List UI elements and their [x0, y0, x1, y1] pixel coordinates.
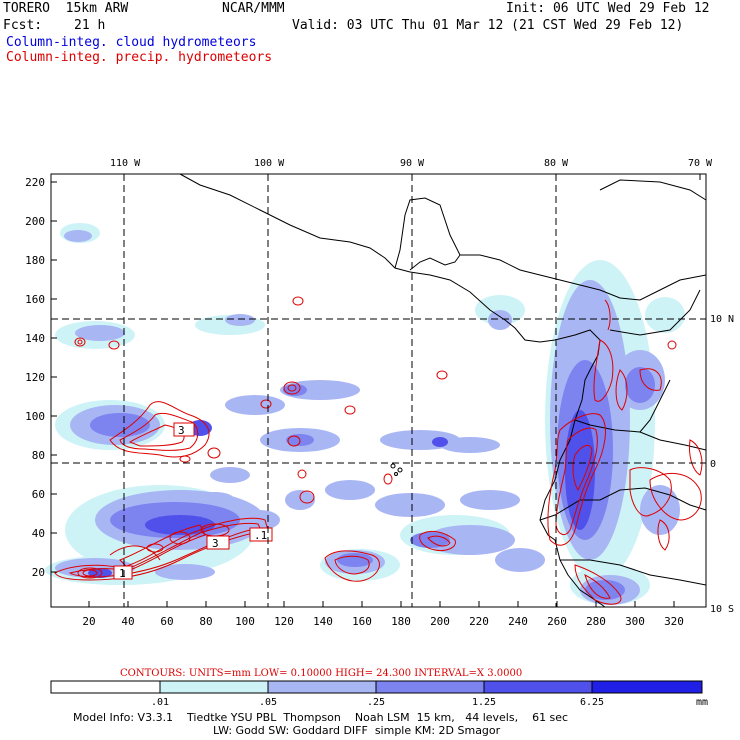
x-tick-label: 300: [625, 615, 645, 628]
contour-labels: [113, 422, 273, 580]
lon-label: 100 W: [254, 158, 285, 169]
plot-frame: [50, 173, 707, 608]
x-tick-label: 280: [586, 615, 606, 628]
lon-label: 90 W: [400, 158, 425, 169]
x-tick-label: 80: [199, 615, 212, 628]
colorbar-bin: [483, 680, 593, 694]
footer-model-info: Model Info: V3.3.1 Tiedtke YSU PBL Thomp…: [73, 711, 569, 724]
init-time: Init: 06 UTC Wed 29 Feb 12: [506, 1, 710, 16]
colorbar-unit: mm: [696, 697, 708, 708]
cloud-hydrometeor-field: [45, 223, 685, 605]
contour-label: .1: [254, 529, 267, 542]
x-tick-label: 120: [274, 615, 294, 628]
lat-label: 0: [710, 459, 716, 470]
y-tick-label: 20: [32, 566, 45, 579]
contour-label: 3: [212, 537, 219, 550]
x-tick-label: 160: [352, 615, 372, 628]
y-tick-label: 100: [25, 410, 45, 423]
y-tick-label: 40: [32, 527, 45, 540]
valid-time: Valid: 03 UTC Thu 01 Mar 12 (21 CST Wed …: [292, 18, 684, 33]
colorbar-bin: [267, 680, 377, 694]
x-tick-label: 60: [160, 615, 173, 628]
x-tick-label: 40: [121, 615, 134, 628]
y-tick-label: 160: [25, 293, 45, 306]
colorbar-bin: [159, 680, 269, 694]
x-tick-label: 20: [82, 615, 95, 628]
x-tick-label: 240: [508, 615, 528, 628]
colorbar-level: .25: [367, 697, 385, 708]
colorbar-level: .05: [259, 697, 277, 708]
lat-label: 10 S: [710, 604, 734, 615]
fcst-label: Fcst:: [3, 18, 43, 33]
y-tick-label: 200: [25, 215, 45, 228]
fcst-value: 21 h: [74, 18, 106, 33]
colorbar-bin: [591, 680, 703, 694]
contour-label: 3: [178, 424, 185, 437]
x-tick-label: 220: [469, 615, 489, 628]
legend-cloud: Column-integ. cloud hydrometeors: [6, 35, 257, 50]
y-tick-label: 220: [25, 176, 45, 189]
lon-label: 110 W: [110, 158, 141, 169]
axis-ticks: [51, 174, 706, 607]
x-tick-label: 260: [547, 615, 567, 628]
colorbar-bin: [375, 680, 485, 694]
legend-precip: Column-integ. precip. hydrometeors: [6, 50, 273, 65]
lon-label: 70 W: [688, 158, 713, 169]
colorbar-level: .01: [151, 697, 169, 708]
org-label: NCAR/MMM: [222, 1, 285, 16]
colorbar-bin: [50, 680, 161, 694]
lat-label: 10 N: [710, 314, 734, 325]
y-tick-label: 80: [32, 449, 45, 462]
x-tick-label: 180: [391, 615, 411, 628]
colorbar-level: 6.25: [580, 697, 604, 708]
contour-info: CONTOURS: UNITS=mm LOW= 0.10000 HIGH= 24…: [120, 668, 522, 679]
contour-label: 1: [119, 567, 126, 580]
footer-physics-info: LW: Godd SW: Goddard DIFF simple KM: 2D …: [213, 724, 501, 737]
lon-label: 80 W: [544, 158, 569, 169]
coastlines: [179, 173, 707, 608]
colorbar: [50, 680, 703, 694]
x-tick-label: 140: [313, 615, 333, 628]
model-title: TORERO 15km ARW: [3, 1, 129, 16]
latlon-grid: [51, 174, 706, 607]
x-tick-label: 320: [664, 615, 684, 628]
y-tick-label: 120: [25, 371, 45, 384]
y-tick-label: 180: [25, 254, 45, 267]
x-tick-label: 100: [235, 615, 255, 628]
x-tick-label: 200: [430, 615, 450, 628]
y-tick-label: 140: [25, 332, 45, 345]
y-tick-label: 60: [32, 488, 45, 501]
colorbar-level: 1.25: [472, 697, 496, 708]
